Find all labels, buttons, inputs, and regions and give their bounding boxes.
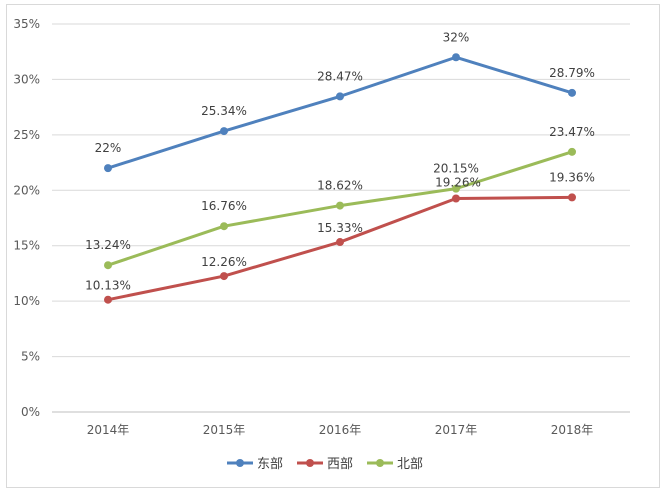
data-point <box>104 164 112 173</box>
data-label: 13.24% <box>85 238 131 252</box>
data-point <box>452 53 460 62</box>
data-point <box>220 127 228 136</box>
data-point <box>452 184 460 193</box>
y-tick-label: 10% <box>13 294 40 308</box>
data-label: 32% <box>443 30 470 44</box>
data-label: 19.36% <box>549 170 595 184</box>
data-point <box>336 201 344 210</box>
legend: 东部 西部 北部 <box>227 457 423 472</box>
data-point <box>336 238 344 247</box>
legend-item: 东部 <box>227 457 283 472</box>
axis-ticks: 0% 5% 10% 15% 20% 25% 30% 35% 2014年 2015年 2016年 201… <box>13 17 593 437</box>
series-layer <box>104 53 576 304</box>
y-tick-label: 30% <box>13 72 40 86</box>
legend-label: 北部 <box>397 457 423 472</box>
legend-label: 东部 <box>257 457 283 472</box>
data-label: 15.33% <box>317 221 363 235</box>
y-tick-label: 25% <box>13 128 40 142</box>
x-tick-label: 2017年 <box>435 423 478 437</box>
data-label: 22% <box>95 141 122 155</box>
data-point <box>568 193 576 202</box>
y-tick-label: 5% <box>21 350 40 364</box>
y-tick-label: 15% <box>13 239 40 253</box>
data-label: 25.34% <box>201 104 247 118</box>
data-label: 28.47% <box>317 69 363 83</box>
data-point <box>220 272 228 281</box>
x-tick-label: 2015年 <box>203 423 246 437</box>
data-point <box>568 88 576 97</box>
x-tick-label: 2016年 <box>319 423 362 437</box>
data-label: 12.26% <box>201 255 247 269</box>
series-line-2 <box>106 195 574 302</box>
x-tick-label: 2014年 <box>87 423 130 437</box>
data-label: 19.26% <box>435 175 481 189</box>
data-label: 18.62% <box>317 179 363 193</box>
legend-marker <box>236 459 244 467</box>
data-label: 20.15% <box>433 162 479 176</box>
grid-lines <box>52 23 630 413</box>
legend-item: 北部 <box>367 457 423 472</box>
data-point <box>336 92 344 101</box>
data-labels: 22% 25.34% 28.47% 32% 28.79% 10.13% 12.26% 15.3… <box>85 30 595 292</box>
legend-marker <box>306 459 314 467</box>
data-point <box>220 222 228 231</box>
data-label: 28.79% <box>549 66 595 80</box>
data-point <box>104 261 112 270</box>
legend-label: 西部 <box>327 457 353 472</box>
data-point <box>104 295 112 304</box>
y-tick-label: 35% <box>13 17 40 31</box>
y-tick-label: 0% <box>21 405 40 419</box>
legend-marker <box>376 459 384 467</box>
data-label: 10.13% <box>85 279 131 293</box>
data-label: 16.76% <box>201 199 247 213</box>
data-label: 23.47% <box>549 125 595 139</box>
data-point <box>452 194 460 203</box>
legend-item: 西部 <box>297 457 353 472</box>
x-tick-label: 2018年 <box>551 423 594 437</box>
y-tick-label: 20% <box>13 183 40 197</box>
data-point <box>568 147 576 156</box>
